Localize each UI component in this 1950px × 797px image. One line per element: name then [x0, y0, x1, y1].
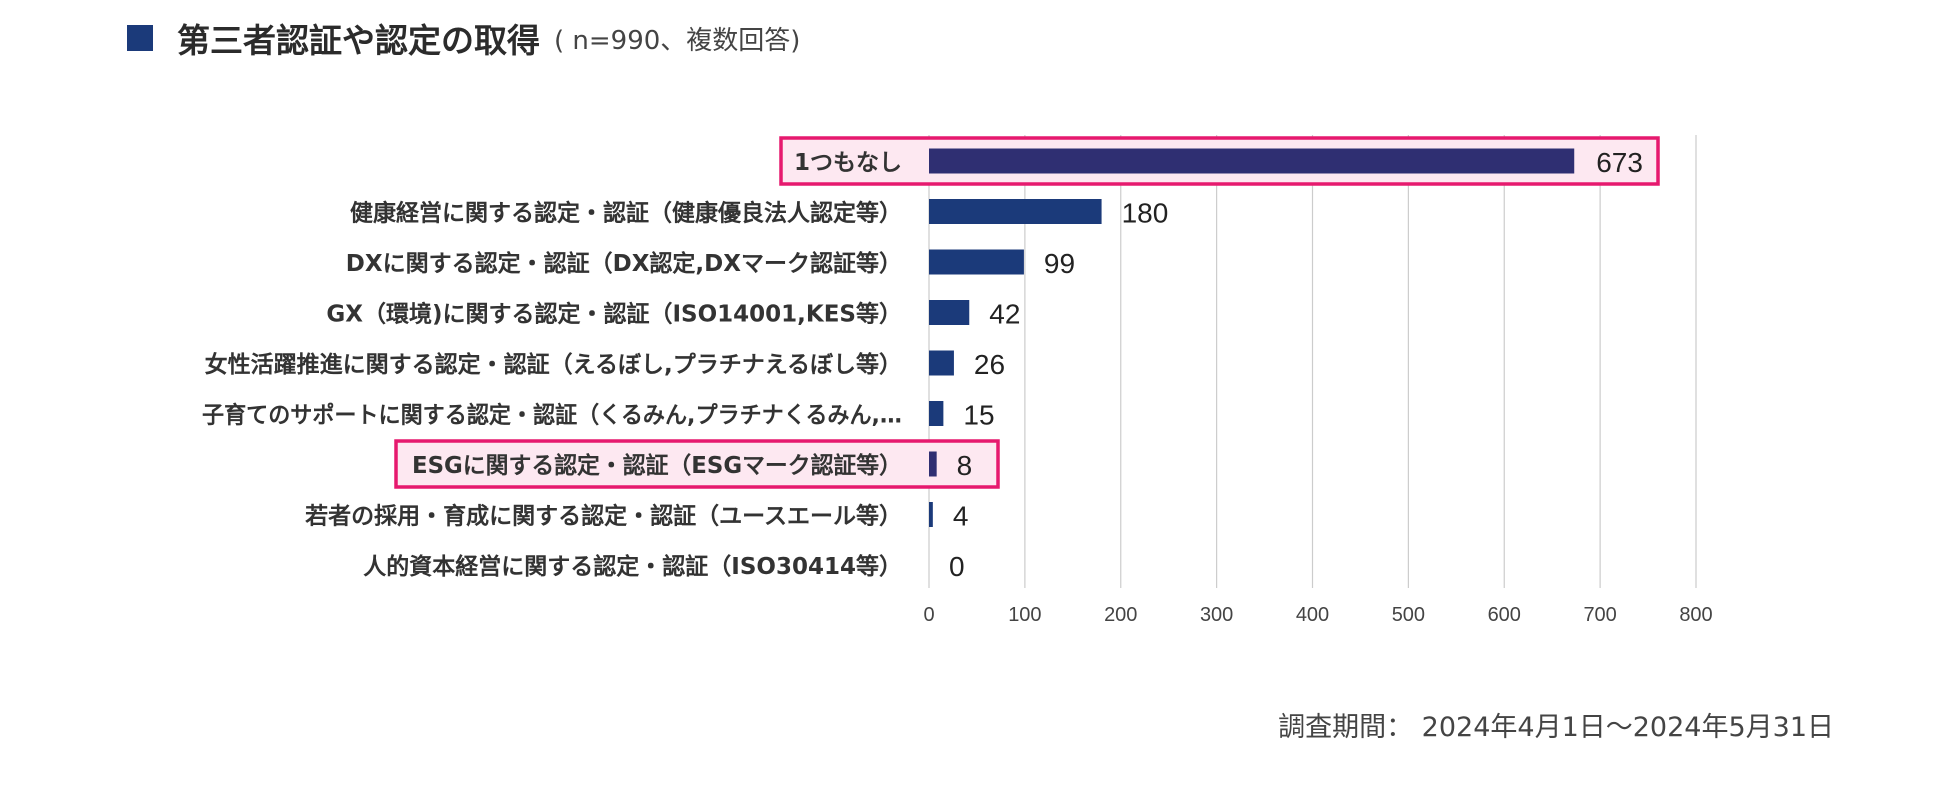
x-tick-label: 0: [923, 604, 934, 626]
x-tick-label: 700: [1583, 604, 1616, 626]
bar: [929, 502, 933, 527]
x-tick-label: 500: [1392, 604, 1425, 626]
category-label: 子育てのサポートに関する認定・認証（くるみん,プラチナくるみん,…: [202, 402, 902, 429]
category-label: 1つもなし: [794, 150, 902, 176]
chart-header: 第三者認証や認定の取得 ( n=990、複数回答): [127, 14, 800, 62]
x-tick-label: 200: [1104, 604, 1137, 626]
bar: [929, 451, 937, 477]
title-square-icon: [127, 25, 153, 51]
category-label: GX（環境)に関する認定・認証（ISO14001,KES等）: [326, 301, 902, 328]
chart-title: 第三者認証や認定の取得: [177, 21, 540, 60]
bar: [929, 249, 1024, 275]
bar: [929, 401, 944, 426]
value-label: 0: [949, 551, 965, 582]
x-tick-label: 400: [1296, 604, 1329, 626]
value-label: 180: [1122, 198, 1169, 229]
x-tick-label: 800: [1679, 604, 1712, 626]
category-label: 女性活躍推進に関する認定・認証（えるぼし,プラチナえるぼし等）: [205, 351, 902, 378]
x-tick-label: 300: [1200, 604, 1233, 626]
value-label: 99: [1044, 248, 1075, 279]
highlight-box: [394, 439, 1000, 489]
category-label: 若者の採用・育成に関する認定・認証（ユースエール等）: [305, 503, 902, 530]
x-tick-label: 100: [1008, 604, 1041, 626]
bar: [929, 199, 1102, 224]
bar: [929, 148, 1575, 174]
bar: [929, 350, 954, 376]
value-label: 4: [953, 501, 969, 532]
value-label: 26: [974, 349, 1005, 380]
bar: [929, 300, 970, 325]
value-label: 673: [1596, 147, 1643, 178]
survey-period-footnote: 調査期間： 2024年4月1日～2024年5月31日: [1278, 712, 1834, 743]
chart-sample-note: ( n=990、複数回答): [554, 25, 801, 56]
category-label: 人的資本経営に関する認定・認証（ISO30414等）: [363, 553, 902, 580]
category-label: ESGに関する認定・認証（ESGマーク認証等）: [412, 452, 902, 479]
category-label: 健康経営に関する認定・認証（健康優良法人認定等）: [350, 200, 902, 227]
category-label: DXに関する認定・認証（DX認定,DXマーク認証等）: [346, 250, 902, 277]
value-label: 42: [989, 299, 1020, 330]
value-label: 15: [963, 400, 994, 431]
x-tick-label: 600: [1488, 604, 1521, 626]
value-label: 8: [957, 450, 973, 481]
